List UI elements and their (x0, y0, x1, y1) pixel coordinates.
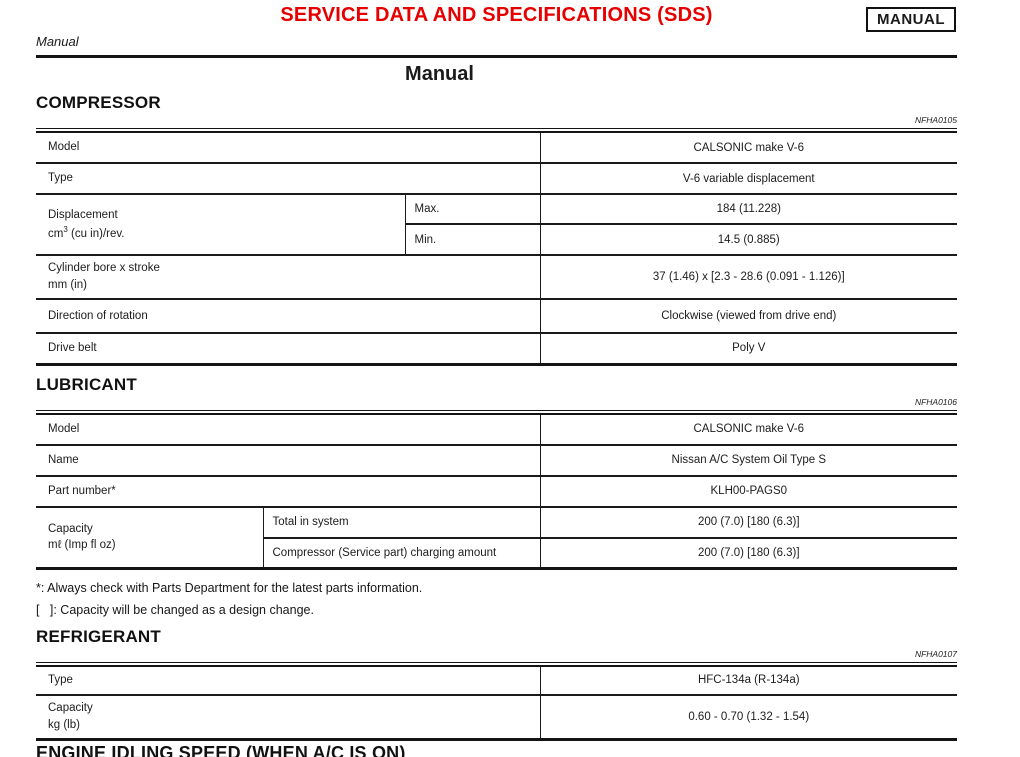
bore-stroke-label-line1: Cylinder bore x stroke (48, 262, 160, 275)
row-label: Type (36, 665, 541, 695)
section-heading-lubricant: LUBRICANT (36, 374, 137, 394)
table-row: Part number* KLH00-PAGS0 (36, 474, 958, 507)
ref-code-lubricant: NFHA0106 (914, 396, 957, 407)
page-content: SERVICE DATA AND SPECIFICATIONS (SDS) Ma… (36, 0, 958, 742)
footnote-capacity: [ ]: Capacity will be changed as a desig… (36, 602, 314, 617)
row-value: CALSONIC make V-6 (693, 141, 805, 154)
refrigerant-capacity-line2: kg (lb) (48, 719, 80, 731)
table-row: Displacement cm3 (cu in)/rev. Max. 184 (… (36, 193, 958, 255)
compressor-table-wrap: Model CALSONIC make V-6 Type V-6 variabl… (36, 128, 958, 366)
displacement-label-line1: Displacement (48, 208, 118, 221)
displacement-unit-prefix: cm (48, 227, 64, 240)
breadcrumb: Manual (36, 34, 79, 49)
displacement-unit-sup: 3 (63, 224, 68, 234)
footnotes: *: Always check with Parts Department fo… (36, 578, 957, 622)
refrigerant-capacity-line1: Capacity (48, 702, 93, 715)
lubricant-table-wrap: Model CALSONIC make V-6 Name Nissan A/C … (36, 409, 958, 570)
ref-code-compressor: NFHA0105 (914, 115, 957, 125)
row-value: HFC-134a (R-134a) (697, 674, 800, 687)
row-label: Type (36, 162, 541, 194)
table-row: Drive belt Poly V (36, 332, 958, 364)
row-label: Capacity kg (lb) (36, 693, 541, 740)
displacement-unit-suffix: (cu in)/rev. (67, 227, 125, 240)
section-heading-refrigerant: REFRIGERANT (36, 626, 161, 646)
capacity-label-line1: Capacity (48, 522, 93, 535)
table-row: Cylinder bore x stroke mm (in) 37 (1.46)… (36, 254, 958, 299)
table-row: Name Nissan A/C System Oil Type S (36, 443, 958, 476)
row-label: Model (36, 413, 541, 445)
row-value: 200 (7.0) [180 (6.3)] (540, 536, 958, 569)
row-sublabel: Max. (405, 193, 541, 224)
row-sublabel: Compressor (Service part) charging amoun… (263, 536, 541, 569)
row-label: Displacement cm3 (cu in)/rev. (36, 193, 406, 255)
refrigerant-table: Type HFC-134a (R-134a) Capacity kg (lb) … (36, 664, 957, 742)
refrigerant-table-wrap: Type HFC-134a (R-134a) Capacity kg (lb) … (36, 661, 957, 742)
table-row: Model CALSONIC make V-6 (36, 132, 957, 163)
row-sublabel: Min. (405, 223, 541, 255)
row-label: Model (36, 132, 541, 163)
page-subtitle: Manual (405, 63, 474, 85)
row-label: Capacity mℓ (Imp fl oz) (36, 505, 264, 569)
table-row: Capacity kg (lb) 0.60 - 0.70 (1.32 - 1.5… (36, 693, 957, 740)
row-value: 37 (1.46) x [2.3 - 28.6 (0.091 - 1.126)] (540, 254, 958, 299)
manual-badge: MANUAL (866, 7, 956, 32)
bore-stroke-label-line2: mm (in) (48, 279, 87, 291)
row-label: Name (36, 443, 541, 476)
table-row: Type V-6 variable displacement (36, 162, 958, 194)
ref-code-refrigerant: NFHA0107 (914, 648, 957, 659)
footnote-parts: *: Always check with Parts Department fo… (36, 581, 423, 595)
row-value: 184 (11.228) (540, 193, 958, 224)
row-value: 0.60 - 0.70 (1.32 - 1.54) (540, 693, 957, 740)
header-divider (36, 55, 957, 58)
row-value: V-6 variable displacement (540, 162, 958, 194)
section-heading-compressor: COMPRESSOR (36, 93, 161, 112)
row-value: 200 (7.0) [180 (6.3)] (540, 505, 958, 538)
table-row: Capacity mℓ (Imp fl oz) Total in system … (36, 505, 958, 569)
row-value: Poly V (540, 332, 958, 364)
table-row: Model CALSONIC make V-6 (36, 413, 957, 445)
page-title: SERVICE DATA AND SPECIFICATIONS (SDS) (280, 4, 713, 26)
row-value: Clockwise (viewed from drive end) (540, 298, 958, 333)
table-row: Compressor (Service part) charging amoun… (36, 536, 958, 569)
section-heading-engine-idling-speed: ENGINE IDLING SPEED (WHEN A/C IS ON) (36, 743, 406, 757)
row-sublabel: Total in system (263, 505, 541, 538)
lubricant-table: Model CALSONIC make V-6 Name Nissan A/C … (36, 412, 958, 570)
capacity-label-line2: mℓ (Imp fl oz) (48, 539, 116, 552)
row-value: 14.5 (0.885) (540, 223, 958, 255)
compressor-table: Model CALSONIC make V-6 Type V-6 variabl… (36, 131, 958, 366)
row-value: CALSONIC make V-6 (693, 423, 805, 435)
row-label: Direction of rotation (36, 298, 541, 333)
row-label: Drive belt (36, 332, 541, 364)
row-value: KLH00-PAGS0 (540, 474, 958, 507)
row-value: Nissan A/C System Oil Type S (540, 443, 958, 476)
table-row: Direction of rotation Clockwise (viewed … (36, 298, 958, 333)
row-label: Cylinder bore x stroke mm (in) (36, 254, 541, 299)
row-label: Part number* (36, 474, 541, 507)
table-row: Type HFC-134a (R-134a) (36, 665, 957, 695)
table-row: Min. 14.5 (0.885) (36, 223, 958, 255)
